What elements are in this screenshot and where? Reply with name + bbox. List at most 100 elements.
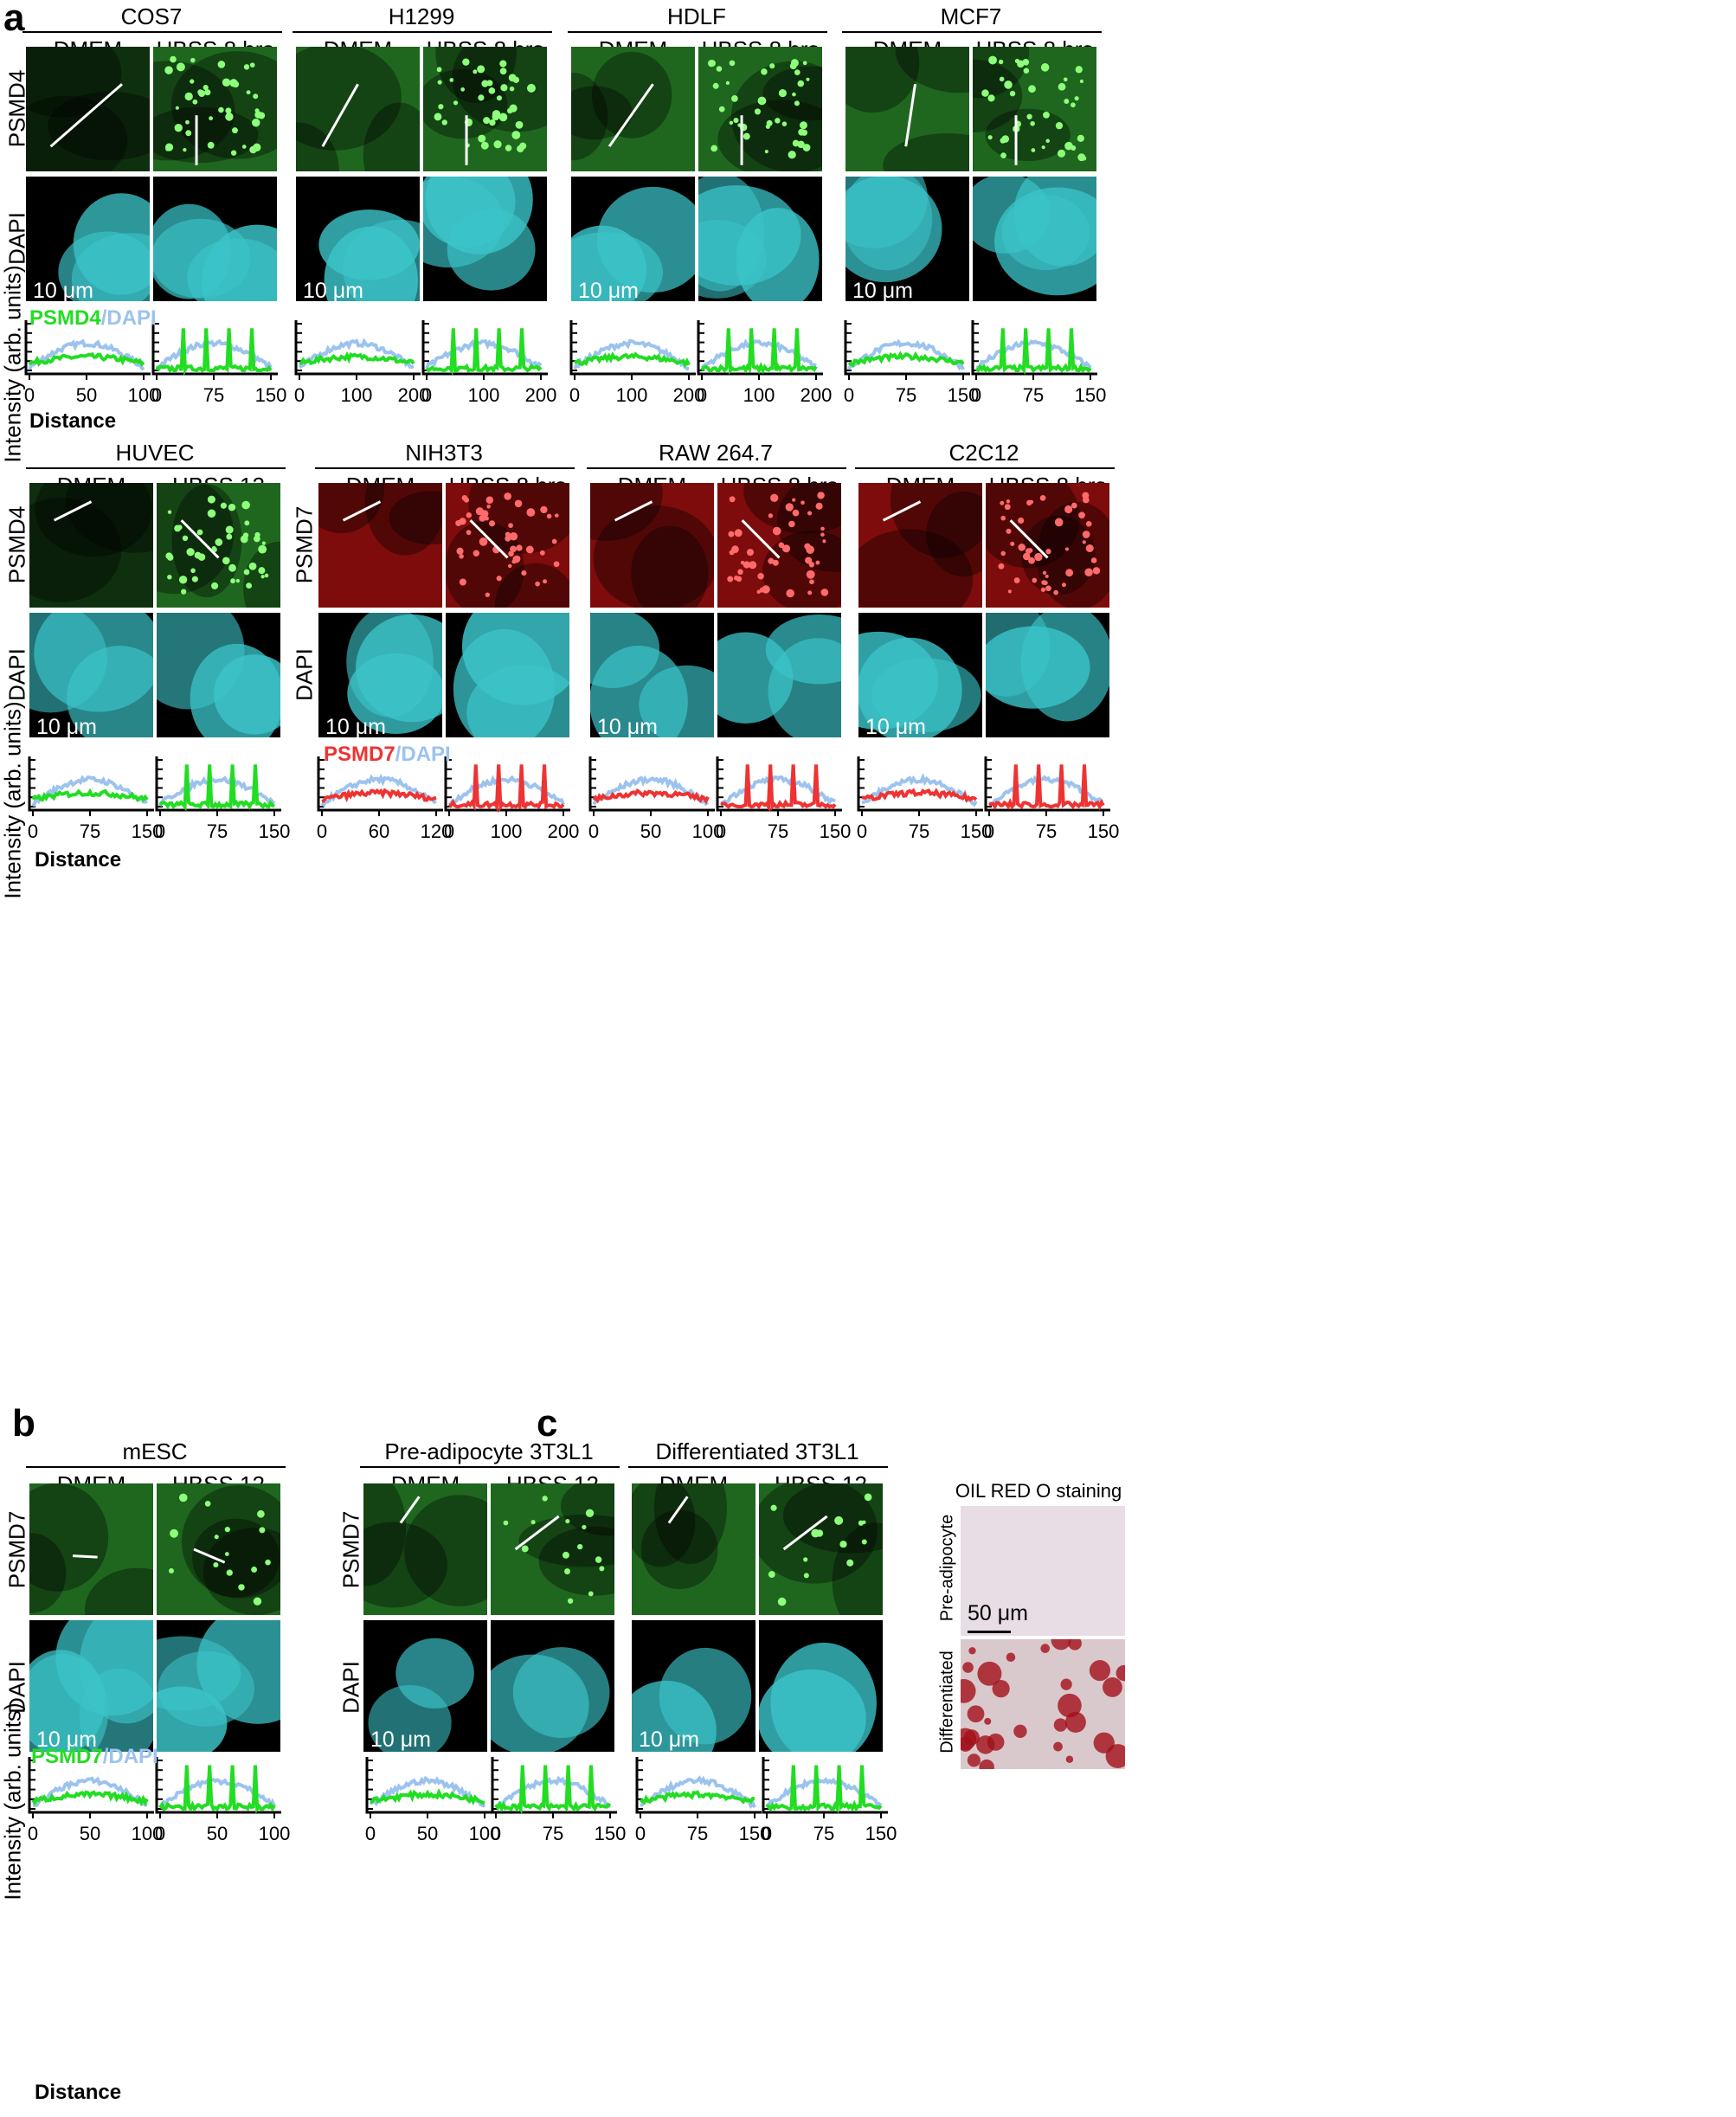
- puncta: [226, 1569, 233, 1576]
- lipid-droplet: [967, 1705, 985, 1723]
- x-tick-label: 0: [155, 820, 165, 842]
- cell-shadow: [48, 91, 150, 161]
- puncta: [770, 1504, 777, 1511]
- psmd-dmem-image: [29, 483, 153, 608]
- cell-shadow: [653, 1483, 727, 1565]
- puncta: [1000, 500, 1005, 505]
- nucleus: [845, 177, 928, 248]
- cell-shadow: [890, 483, 982, 558]
- cell-shadow: [858, 529, 974, 608]
- puncta: [777, 1597, 787, 1606]
- cytoplasm-fill: [446, 483, 569, 608]
- puncta: [484, 516, 489, 521]
- row-label-psmd4: PSMD4: [3, 69, 30, 148]
- title-rule: [23, 31, 282, 33]
- profile-hbss: 0 100 200: [444, 756, 579, 842]
- plot-axes: [444, 756, 570, 812]
- puncta: [167, 510, 172, 514]
- puncta: [729, 550, 735, 556]
- line-scan-marker: [72, 1554, 98, 1559]
- x-tick-label: 50: [76, 384, 97, 406]
- puncta: [479, 514, 486, 522]
- puncta: [807, 511, 813, 516]
- title-rule: [855, 467, 1115, 469]
- cell-shadow: [363, 102, 420, 171]
- x-tick-label: 0: [24, 384, 35, 406]
- puncta: [166, 554, 174, 561]
- legend-psmd7: PSMD7/DAPI: [324, 743, 451, 767]
- line-scan-marker: [741, 519, 781, 559]
- y-axis-label: Intensity (arb. units): [0, 265, 26, 463]
- cell-shadow: [591, 51, 672, 138]
- puncta: [766, 119, 773, 126]
- cell-shadow: [640, 1509, 718, 1590]
- puncta: [449, 78, 454, 82]
- puncta: [788, 151, 796, 159]
- nucleus: [768, 638, 841, 737]
- psmd4-hbss-image: [153, 47, 277, 171]
- puncta: [778, 89, 787, 98]
- plot-axes: [569, 320, 696, 376]
- x-tick-label: 150: [1088, 820, 1120, 842]
- puncta: [1045, 549, 1051, 555]
- scale-50: 50 μm: [968, 1601, 1028, 1625]
- puncta: [599, 1566, 605, 1572]
- line-scan-marker: [342, 500, 382, 522]
- profile-dmem: 0 100 200: [569, 320, 704, 406]
- x-tick-label: 150: [739, 1823, 771, 1844]
- puncta: [1079, 79, 1083, 83]
- puncta: [217, 61, 226, 68]
- dapi-dmem-image: [363, 1620, 487, 1752]
- puncta: [1057, 149, 1066, 158]
- profile-dmem: 0 75 150: [28, 756, 163, 842]
- legend-psmd7-text: PSMD7: [31, 1745, 103, 1768]
- puncta: [797, 80, 805, 87]
- puncta: [246, 90, 251, 95]
- puncta: [553, 561, 560, 568]
- psmd7-dmem-image: [363, 1483, 487, 1615]
- puncta: [535, 581, 540, 587]
- dapi-hbss-image: [423, 177, 547, 301]
- lipid-droplet: [1053, 1718, 1068, 1732]
- puncta: [260, 575, 265, 579]
- puncta: [737, 569, 743, 576]
- puncta: [1058, 82, 1066, 91]
- puncta: [170, 55, 177, 63]
- puncta: [477, 65, 485, 74]
- x-tick-label: 50: [640, 820, 661, 842]
- cytoplasm-fill: [157, 1483, 280, 1615]
- puncta: [792, 509, 800, 517]
- puncta: [170, 1528, 179, 1538]
- profile-series: [31, 1790, 149, 1806]
- profile-series: [370, 1788, 485, 1806]
- profile-series: [425, 328, 543, 376]
- puncta: [778, 542, 785, 549]
- cytoplasm-fill: [845, 47, 969, 171]
- oil-red-title: OIL RED O staining: [955, 1480, 1122, 1502]
- puncta: [225, 525, 234, 534]
- puncta: [998, 59, 1004, 65]
- puncta: [192, 99, 198, 105]
- puncta: [207, 509, 216, 518]
- line-scan-marker: [193, 1548, 226, 1564]
- puncta: [1040, 63, 1050, 72]
- puncta: [224, 1526, 230, 1533]
- lipid-droplet: [961, 1678, 976, 1703]
- lipid-droplet: [992, 1680, 1010, 1698]
- puncta: [846, 1559, 854, 1567]
- scale-label-bar: [303, 308, 346, 311]
- title-rule: [628, 1466, 888, 1468]
- legend-dapi: DAPI: [108, 1745, 158, 1768]
- lipid-droplet: [1064, 1711, 1086, 1733]
- title-rule: [26, 467, 286, 469]
- psmd-dmem-image: [858, 483, 982, 608]
- x-axis-label: Distance: [29, 409, 117, 433]
- puncta: [1054, 518, 1064, 527]
- cytoplasm-fill: [759, 1483, 883, 1615]
- puncta: [803, 1573, 809, 1579]
- cell-shadow: [296, 122, 339, 171]
- lipid-droplet: [1068, 1639, 1082, 1650]
- puncta: [258, 544, 267, 554]
- puncta: [1064, 141, 1073, 151]
- puncta: [1006, 499, 1011, 504]
